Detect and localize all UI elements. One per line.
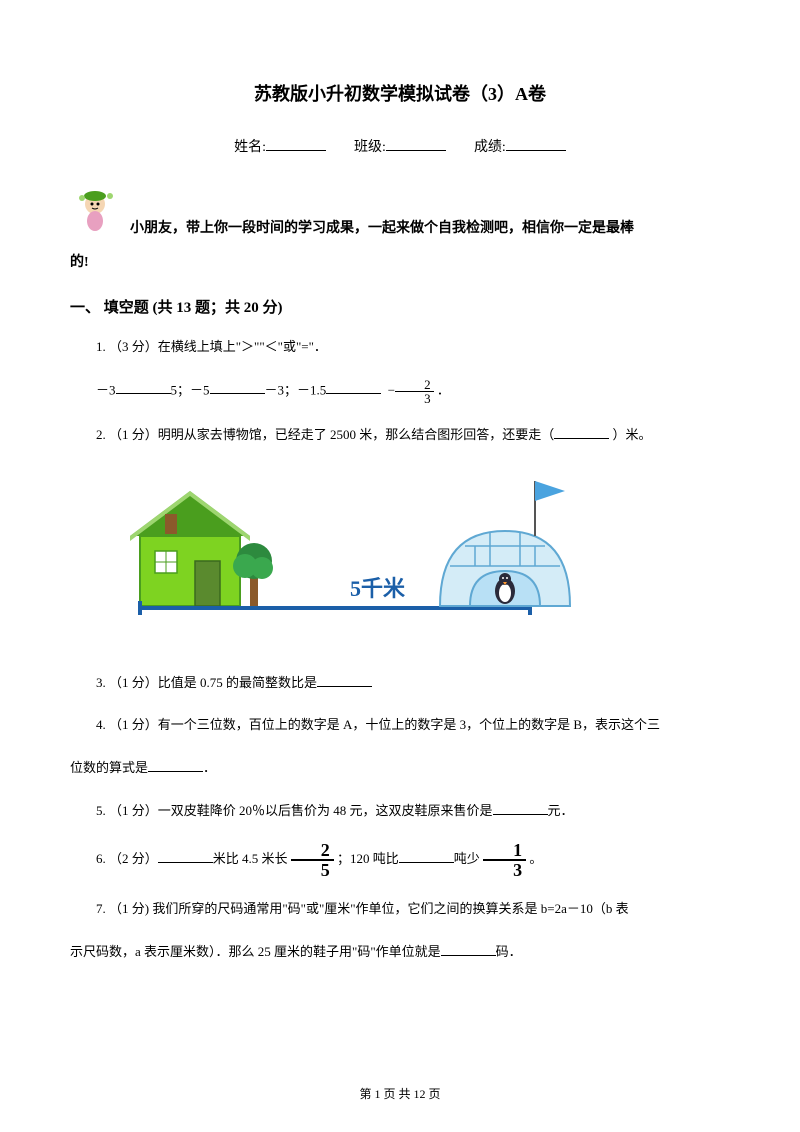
question-7-line1: 7. （1 分) 我们所穿的尺码通常用"码"或"厘米"作单位，它们之间的换算关系… [70, 897, 730, 922]
q7-line2-text: 示尺码数，a 表示厘米数）．那么 25 厘米的鞋子用"码"作单位就是 [70, 944, 441, 959]
q6-blank1[interactable] [158, 849, 213, 863]
q6-f2d: 3 [483, 861, 526, 879]
name-blank[interactable] [266, 137, 326, 151]
q2-blank[interactable] [554, 425, 609, 439]
q3-text: 3. （1 分）比值是 0.75 的最简整数比是 [96, 675, 317, 690]
q1-part2: 5；－5 [171, 382, 210, 397]
q5-text: 5. （1 分）一双皮鞋降价 20％以后售价为 48 元，这双皮鞋原来售价是 [96, 803, 493, 818]
q1-neg: − [388, 382, 395, 397]
q1-blank3[interactable] [326, 380, 381, 394]
intro-text-line1: 小朋友，带上你一段时间的学习成果，一起来做个自我检测吧，相信你一定是最棒 [130, 186, 634, 241]
q1-fraction: 23 [395, 378, 434, 405]
q1-blank1[interactable] [116, 380, 171, 394]
q2-text: 2. （1 分）明明从家去博物馆，已经走了 2500 米，那么结合图形回答，还要… [96, 427, 554, 442]
score-label: 成绩: [474, 140, 506, 155]
q4-end: ． [203, 760, 216, 775]
q6-p3: 吨少 [454, 851, 480, 866]
q7-blank[interactable] [441, 942, 496, 956]
distance-text: 5千米 [350, 576, 406, 601]
question-2: 2. （1 分）明明从家去博物馆，已经走了 2500 米，那么结合图形回答，还要… [70, 423, 730, 448]
q6-f1d: 5 [291, 861, 334, 879]
q6-f2n: 1 [483, 841, 526, 861]
cartoon-kid-icon [70, 186, 120, 236]
question-4-line2: 位数的算式是 ． [70, 756, 730, 781]
score-blank[interactable] [506, 137, 566, 151]
page-footer: 第 1 页 共 12 页 [0, 1085, 800, 1102]
question-6: 6. （2 分） 米比 4.5 米长 25 ；120 吨比 吨少 13 。 [70, 841, 730, 879]
question-1-prefix: 1. （3 分）在横线上填上"＞""＜"或"="． [70, 335, 730, 360]
q3-blank[interactable] [317, 673, 372, 687]
q6-prefix: 6. （2 分） [96, 851, 158, 866]
q5-blank[interactable] [493, 801, 548, 815]
question-4-line1: 4. （1 分）有一个三位数，百位上的数字是 A，十位上的数字是 3，个位上的数… [70, 713, 730, 738]
name-label: 姓名: [234, 140, 266, 155]
q6-p1: 米比 4.5 米长 [213, 851, 288, 866]
q5-end: 元． [548, 803, 574, 818]
q6-fraction2: 13 [483, 841, 526, 879]
intro-text-line2: 的! [70, 251, 730, 271]
q4-blank[interactable] [148, 758, 203, 772]
q1-frac-num: 2 [395, 378, 434, 392]
q1-blank2[interactable] [210, 380, 265, 394]
question-1-body: －3 5；－5 －3；－1.5 −23 ． [70, 378, 730, 405]
q2-end: ）米。 [613, 427, 652, 442]
intro-row: 小朋友，带上你一段时间的学习成果，一起来做个自我检测吧，相信你一定是最棒 [70, 186, 730, 241]
section-1-title: 一、 填空题 (共 13 题；共 20 分) [70, 296, 730, 317]
q6-end: 。 [529, 851, 542, 866]
class-blank[interactable] [386, 137, 446, 151]
question-5: 5. （1 分）一双皮鞋降价 20％以后售价为 48 元，这双皮鞋原来售价是 元． [70, 799, 730, 824]
q1-part1: －3 [96, 382, 116, 397]
q6-fraction1: 25 [291, 841, 334, 879]
q7-end: 码． [496, 944, 522, 959]
q1-part3: －3；－1.5 [265, 382, 327, 397]
q1-end: ． [437, 382, 450, 397]
question-3: 3. （1 分）比值是 0.75 的最简整数比是 [70, 671, 730, 696]
q4-line2-text: 位数的算式是 [70, 760, 148, 775]
q6-blank2[interactable] [399, 849, 454, 863]
q1-frac-den: 3 [395, 392, 434, 405]
exam-title: 苏教版小升初数学模拟试卷（3）A卷 [70, 80, 730, 106]
q6-p2: ；120 吨比 [337, 851, 399, 866]
q6-f1n: 2 [291, 841, 334, 861]
question-7-line2: 示尺码数，a 表示厘米数）．那么 25 厘米的鞋子用"码"作单位就是 码． [70, 940, 730, 965]
q2-illustration: 5千米 [110, 466, 730, 651]
class-label: 班级: [354, 140, 386, 155]
student-info-line: 姓名: 班级: 成绩: [70, 136, 730, 156]
